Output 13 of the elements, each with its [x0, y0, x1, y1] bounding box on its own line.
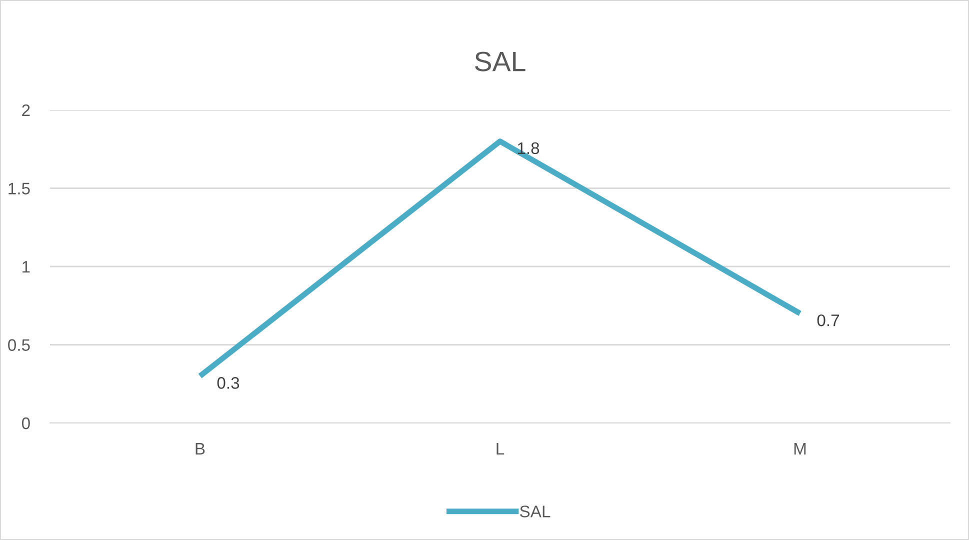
x-tick-label: B	[196, 443, 205, 455]
data-label: 0.3	[217, 377, 240, 389]
data-label: 1.8	[518, 142, 540, 154]
y-tick-label: 0.5	[8, 339, 30, 351]
data-label: 0.7	[817, 314, 839, 326]
x-tick-label: M	[794, 443, 806, 455]
legend-label: SAL	[520, 506, 550, 518]
y-tick-label: 2	[22, 104, 30, 116]
x-tick-label: L	[496, 443, 504, 455]
chart-title: SAL	[475, 52, 526, 72]
y-tick-label: 0	[22, 417, 30, 430]
y-tick-label: 1.5	[8, 182, 30, 194]
y-tick-label: 1	[22, 261, 30, 273]
